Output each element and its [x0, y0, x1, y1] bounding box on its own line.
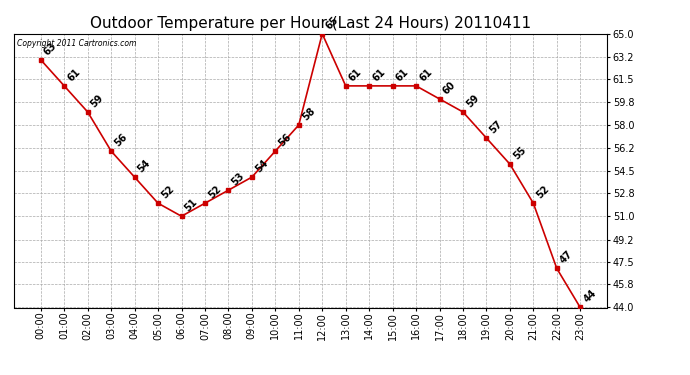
Text: 52: 52 — [535, 184, 551, 200]
Text: 55: 55 — [511, 145, 528, 161]
Text: 54: 54 — [253, 158, 270, 174]
Text: 59: 59 — [464, 93, 481, 109]
Text: 53: 53 — [230, 171, 246, 188]
Text: 44: 44 — [582, 288, 598, 305]
Text: 61: 61 — [371, 66, 387, 83]
Text: 51: 51 — [183, 197, 199, 213]
Text: 56: 56 — [277, 132, 293, 148]
Text: 61: 61 — [347, 66, 364, 83]
Text: 56: 56 — [112, 132, 129, 148]
Text: 52: 52 — [206, 184, 223, 200]
Title: Outdoor Temperature per Hour (Last 24 Hours) 20110411: Outdoor Temperature per Hour (Last 24 Ho… — [90, 16, 531, 31]
Text: 54: 54 — [136, 158, 152, 174]
Text: 61: 61 — [417, 66, 434, 83]
Text: 47: 47 — [558, 249, 575, 266]
Text: 61: 61 — [394, 66, 411, 83]
Text: 59: 59 — [89, 93, 106, 109]
Text: Copyright 2011 Cartronics.com: Copyright 2011 Cartronics.com — [17, 39, 136, 48]
Text: 52: 52 — [159, 184, 176, 200]
Text: 60: 60 — [441, 80, 457, 96]
Text: 63: 63 — [42, 40, 59, 57]
Text: 65: 65 — [324, 14, 340, 31]
Text: 57: 57 — [488, 118, 504, 135]
Text: 58: 58 — [300, 105, 317, 122]
Text: 61: 61 — [66, 66, 82, 83]
